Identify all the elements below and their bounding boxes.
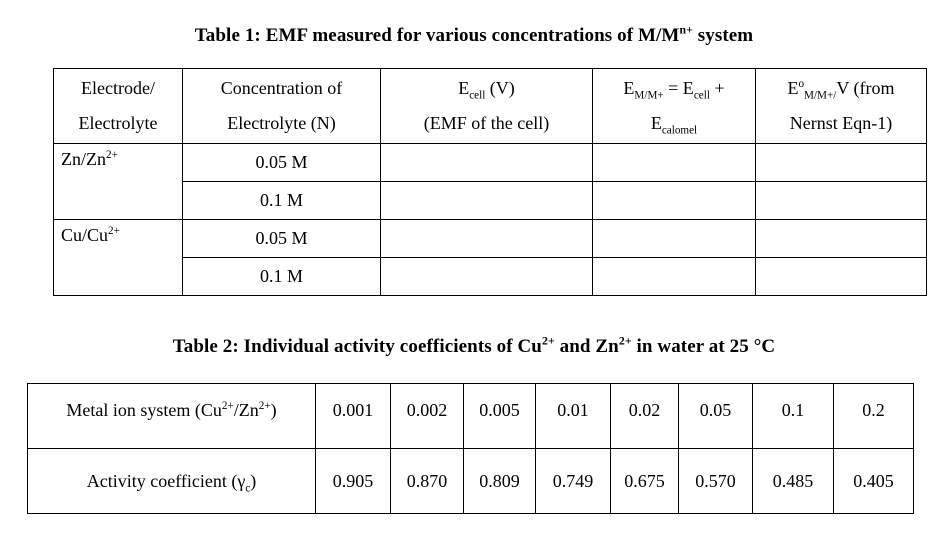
activity-coefficient-value-cell: 0.809 — [463, 448, 536, 514]
metal-ion-value-cell: 0.02 — [610, 383, 679, 449]
table1-emf-measurements: Electrode/ Electrolyte Concentration of … — [53, 68, 927, 296]
activity-coefficient-value-cell: 0.905 — [315, 448, 391, 514]
ecell-value-cell — [380, 219, 593, 258]
header-line: Electrolyte — [78, 113, 158, 133]
metal-ion-value-cell: 0.05 — [678, 383, 753, 449]
activity-coefficient-value-cell: 0.405 — [833, 448, 914, 514]
header-line: Electrode/ — [81, 78, 155, 98]
emm-value-cell — [592, 257, 756, 296]
table1-row-cu-01: 0.1 M — [54, 257, 927, 296]
ecell-value-cell — [380, 181, 593, 220]
e0-value-cell — [755, 219, 927, 258]
header-line: Ecell (V) — [458, 78, 515, 102]
metal-ion-value-cell: 0.002 — [390, 383, 464, 449]
header-electrode-electrolyte: Electrode/ Electrolyte — [53, 68, 183, 144]
header-line: (EMF of the cell) — [423, 113, 550, 133]
concentration-cell: 0.05 M — [182, 143, 381, 182]
concentration-cell: 0.1 M — [182, 181, 381, 220]
metal-ion-value-cell: 0.001 — [315, 383, 391, 449]
header-line: Ecalomel — [650, 113, 698, 137]
emm-value-cell — [592, 143, 756, 182]
table2-activity-coefficients: Metal ion system (Cu2+/Zn2+) 0.001 0.002… — [27, 383, 914, 514]
row-label-metal-ion-system: Metal ion system (Cu2+/Zn2+) — [27, 383, 316, 449]
table1-row-zn-005: Zn/Zn2+ 0.05 M — [53, 143, 927, 220]
activity-coefficient-value-cell: 0.570 — [678, 448, 753, 514]
concentration-cell: 0.05 M — [182, 219, 381, 258]
header-emm-plus-ecalomel: EM/M+ = Ecell + Ecalomel — [592, 68, 756, 144]
metal-ion-value-cell: 0.005 — [463, 383, 536, 449]
header-ecell: Ecell (V) (EMF of the cell) — [380, 68, 593, 144]
ecell-value-cell — [380, 143, 593, 182]
metal-ion-value-cell: 0.2 — [833, 383, 914, 449]
concentration-cell: 0.1 M — [182, 257, 381, 296]
header-line: Nernst Eqn-1) — [789, 113, 893, 133]
emm-value-cell — [592, 181, 756, 220]
table2-row-metal-ion: Metal ion system (Cu2+/Zn2+) 0.001 0.002… — [27, 383, 914, 449]
e0-value-cell — [755, 257, 927, 296]
metal-ion-value-cell: 0.01 — [535, 383, 611, 449]
table1-row-zn-01: 0.1 M — [54, 181, 927, 220]
table2-row-activity-coefficient: Activity coefficient (γc) 0.905 0.870 0.… — [27, 448, 914, 514]
emm-value-cell — [592, 219, 756, 258]
table1-header-row: Electrode/ Electrolyte Concentration of … — [53, 68, 927, 144]
activity-coefficient-value-cell: 0.675 — [610, 448, 679, 514]
header-e0-nernst: EoM/M+/V (from Nernst Eqn-1) — [755, 68, 927, 144]
table1-title: Table 1: EMF measured for various concen… — [194, 23, 754, 46]
row-label-activity-coefficient: Activity coefficient (γc) — [27, 448, 316, 514]
activity-coefficient-value-cell: 0.485 — [752, 448, 834, 514]
activity-coefficient-value-cell: 0.870 — [390, 448, 464, 514]
header-line: EM/M+ = Ecell + — [623, 78, 725, 102]
header-line: EoM/M+/V (from — [787, 78, 895, 102]
electrode-cell-cu: Cu/Cu2+ — [53, 219, 183, 296]
header-line: Electrolyte (N) — [227, 113, 336, 133]
table1-row-cu-005: Cu/Cu2+ 0.05 M — [53, 219, 927, 296]
header-concentration: Concentration of Electrolyte (N) — [182, 68, 381, 144]
table2-title: Table 2: Individual activity coefficient… — [172, 334, 776, 357]
e0-value-cell — [755, 143, 927, 182]
header-line: Concentration of — [220, 78, 343, 98]
activity-coefficient-value-cell: 0.749 — [535, 448, 611, 514]
e0-value-cell — [755, 181, 927, 220]
ecell-value-cell — [380, 257, 593, 296]
electrode-cell-zn: Zn/Zn2+ — [53, 143, 183, 220]
metal-ion-value-cell: 0.1 — [752, 383, 834, 449]
